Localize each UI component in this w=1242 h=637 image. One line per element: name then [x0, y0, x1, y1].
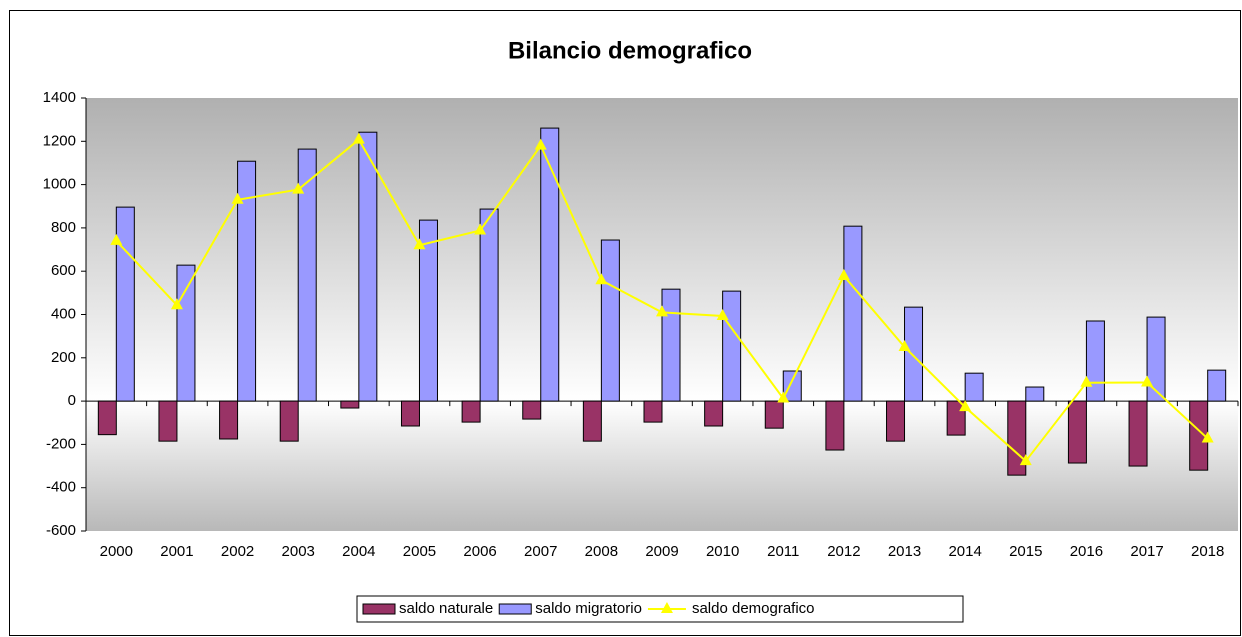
- x-tick-label: 2001: [160, 543, 193, 560]
- bar: [97, 400, 117, 436]
- x-tick-label: 2006: [463, 543, 496, 560]
- bar: [904, 306, 924, 402]
- legend-swatch: [362, 603, 396, 615]
- bar: [1207, 369, 1227, 402]
- legend-swatch: [498, 603, 532, 615]
- y-tick-label: 1200: [43, 132, 76, 149]
- x-tick-label: 2017: [1130, 543, 1163, 560]
- marker: [352, 132, 365, 144]
- legend-label: saldo naturale: [399, 600, 493, 617]
- marker: [413, 238, 426, 250]
- bar: [661, 288, 681, 402]
- x-tick-label: 2005: [403, 543, 436, 560]
- bar: [115, 206, 135, 402]
- bar: [340, 400, 360, 409]
- bar: [600, 239, 620, 402]
- bar: [1085, 320, 1105, 402]
- y-tick-label: -200: [46, 435, 76, 452]
- marker: [837, 268, 850, 280]
- marker: [292, 182, 305, 194]
- bar: [176, 264, 196, 402]
- marker: [777, 391, 790, 403]
- bar: [843, 225, 863, 402]
- bar: [825, 400, 845, 451]
- chart-title: Bilancio demografico: [508, 37, 752, 64]
- marker: [534, 138, 547, 150]
- bar: [722, 290, 742, 402]
- marker: [1141, 375, 1154, 387]
- marker: [595, 273, 608, 285]
- marker: [898, 339, 911, 351]
- y-tick-label: -400: [46, 479, 76, 496]
- bar: [418, 219, 438, 402]
- marker: [1019, 454, 1032, 466]
- x-tick-label: 2000: [100, 543, 133, 560]
- x-tick-label: 2009: [645, 543, 678, 560]
- x-tick-label: 2010: [706, 543, 739, 560]
- bar: [782, 370, 802, 402]
- x-tick-label: 2008: [585, 543, 618, 560]
- x-tick-label: 2016: [1070, 543, 1103, 560]
- y-tick-label: 800: [51, 219, 76, 236]
- bar: [1128, 400, 1148, 467]
- marker: [474, 223, 487, 235]
- x-tick-label: 2018: [1191, 543, 1224, 560]
- x-tick-label: 2013: [888, 543, 921, 560]
- bar: [1067, 400, 1087, 464]
- x-tick-label: 2012: [827, 543, 860, 560]
- bar: [237, 160, 257, 402]
- bar: [219, 400, 239, 440]
- legend-swatch: [660, 602, 673, 613]
- x-tick-label: 2014: [948, 543, 981, 560]
- bar: [764, 400, 784, 429]
- bar: [1025, 386, 1045, 402]
- marker: [656, 305, 668, 317]
- bar: [479, 208, 499, 402]
- legend-label: saldo migratorio: [535, 600, 642, 617]
- bar: [522, 400, 542, 420]
- bar: [886, 400, 906, 442]
- y-tick-label: 400: [51, 305, 76, 322]
- x-tick-label: 2002: [221, 543, 254, 560]
- bar: [643, 400, 663, 423]
- bar: [704, 400, 724, 427]
- y-tick-label: 1000: [43, 176, 76, 193]
- x-tick-label: 2015: [1009, 543, 1042, 560]
- marker: [1080, 375, 1093, 387]
- bar: [964, 372, 984, 402]
- bar: [279, 400, 299, 442]
- marker: [1201, 431, 1214, 443]
- y-tick-label: 0: [68, 392, 76, 409]
- marker: [959, 400, 972, 412]
- legend-label: saldo demografico: [692, 600, 815, 617]
- marker: [231, 192, 244, 204]
- bar: [400, 400, 420, 427]
- y-tick-label: -600: [46, 522, 76, 539]
- bar: [358, 131, 378, 402]
- x-tick-label: 2003: [282, 543, 315, 560]
- y-tick-label: 600: [51, 262, 76, 279]
- bar: [582, 400, 602, 442]
- x-tick-label: 2011: [767, 543, 799, 560]
- y-tick-label: 1400: [43, 89, 76, 106]
- marker: [110, 233, 123, 245]
- x-tick-label: 2007: [524, 543, 557, 560]
- bar: [297, 148, 317, 402]
- marker: [170, 298, 183, 310]
- bar: [461, 400, 481, 423]
- bar: [1146, 316, 1166, 402]
- bar: [540, 127, 560, 402]
- bar: [158, 400, 178, 442]
- y-tick-label: 200: [51, 349, 76, 366]
- x-tick-label: 2004: [342, 543, 375, 560]
- marker: [716, 309, 729, 321]
